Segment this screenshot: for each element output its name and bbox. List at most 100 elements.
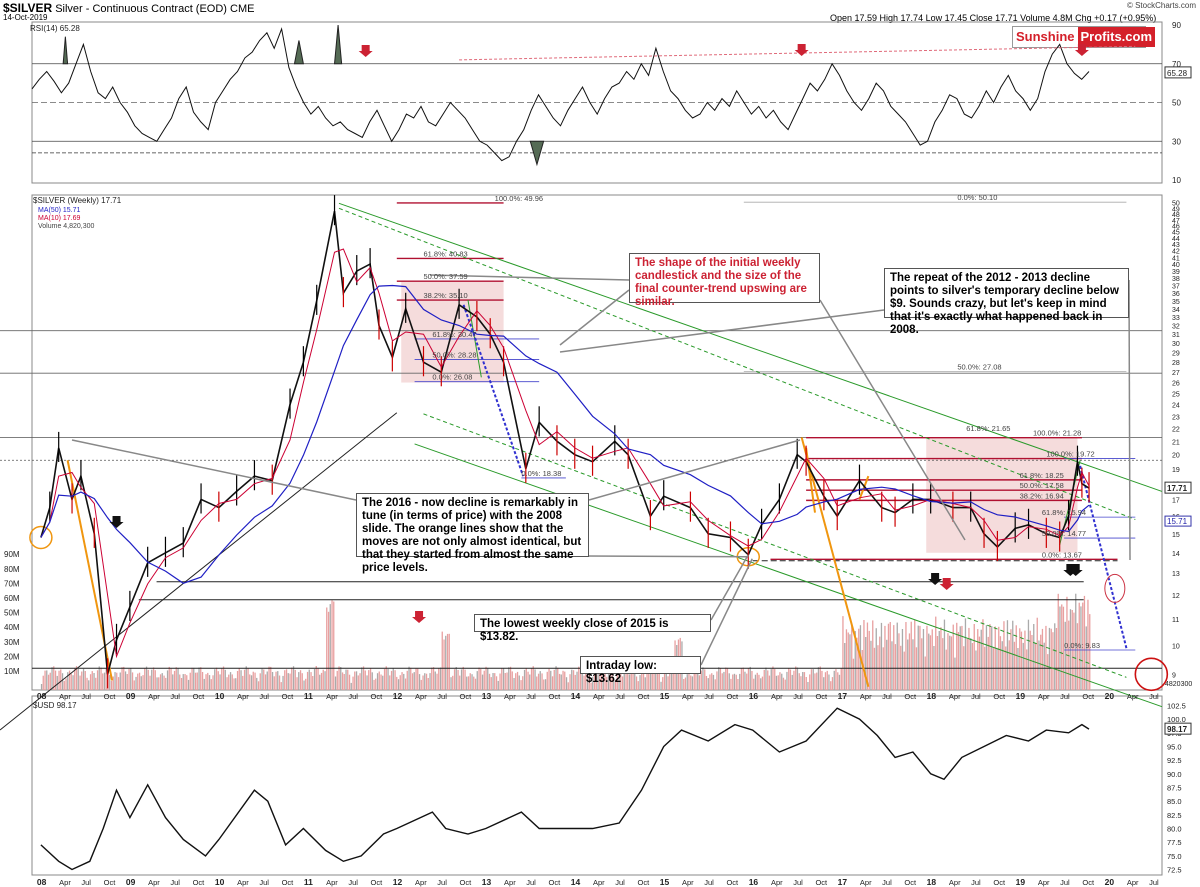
volume-bar <box>264 674 267 690</box>
rsi-badge-box <box>1164 66 1192 79</box>
x-label-usd-3: Oct <box>104 878 117 887</box>
volume-bar <box>879 636 881 690</box>
volume-bar <box>338 666 340 690</box>
volume-bar <box>903 651 905 690</box>
volume-bar <box>768 675 771 690</box>
volume-bar <box>873 647 876 690</box>
volume-bar <box>124 671 127 690</box>
volume-bar <box>74 668 76 690</box>
x-label-usd-30: Jul <box>704 878 714 887</box>
volume-bar <box>320 672 323 690</box>
volume-bar <box>296 677 298 690</box>
volume-bar <box>448 633 450 690</box>
axis-labels: 10 30 50 70 90 65.28 10M 20M 30M 40M 50M 60M 70M 80M 9… <box>4 21 1192 887</box>
volume-bar <box>1017 648 1019 690</box>
volume-bar <box>767 670 769 690</box>
volume-bar <box>572 670 575 690</box>
volume-bar <box>961 625 963 690</box>
usd-tick-92.5: 92.5 <box>1167 756 1182 765</box>
x-label-usd-12: 11 <box>304 877 313 887</box>
volume-bar <box>718 667 720 690</box>
price-tick-20: 20 <box>1172 453 1180 460</box>
volume-bar <box>1010 629 1012 690</box>
price-tick-25: 25 <box>1172 391 1180 398</box>
volume-bar <box>548 668 550 690</box>
volume-bar <box>1048 627 1051 690</box>
price-tick-46: 46 <box>1172 224 1180 231</box>
volume-bar <box>1047 654 1049 690</box>
volume-bar <box>89 674 92 690</box>
volume-bar <box>1075 593 1077 690</box>
volume-bar <box>450 677 452 690</box>
price-arrow-2012 <box>412 611 427 623</box>
volume-bar <box>420 679 422 690</box>
volume-bar <box>329 604 331 690</box>
volume-bar <box>1059 606 1061 690</box>
volume-bar <box>191 667 193 690</box>
volume-bar <box>54 670 57 690</box>
volume-bar <box>898 633 900 690</box>
volume-bar <box>82 668 85 690</box>
volume-bar <box>186 675 188 690</box>
volume-bar <box>1001 641 1003 690</box>
volume-bar <box>263 669 265 690</box>
fib-label-17: 50.0%: 14.77 <box>1042 529 1086 538</box>
volume-bar <box>620 672 622 690</box>
x-label-usd-38: Jul <box>882 878 892 887</box>
volume-bar <box>520 680 522 690</box>
vol-tick-80M: 80M <box>4 565 20 574</box>
volume-bar <box>551 676 554 690</box>
volume-bar <box>579 666 582 690</box>
volume-bar <box>366 675 368 690</box>
volume-bar <box>58 670 60 690</box>
volume-bar <box>75 666 78 690</box>
volume-bar <box>396 676 398 690</box>
x-label-usd-40: 18 <box>927 877 937 887</box>
usd-line <box>40 707 1090 871</box>
volume-bar <box>919 625 921 690</box>
volume-bar <box>135 676 137 690</box>
volume-bar <box>294 669 296 690</box>
volume-bar <box>72 675 74 690</box>
volume-bar <box>467 676 470 690</box>
volume-bar <box>739 673 741 690</box>
volume-bar <box>709 674 711 690</box>
volume-bar <box>455 667 457 690</box>
leader-lowest-close <box>710 554 749 621</box>
volume-bar <box>495 676 498 690</box>
orange-line-1 <box>800 437 870 688</box>
leader-shape-a <box>429 274 630 281</box>
volume-bar <box>436 673 438 690</box>
volume-bar <box>814 673 816 690</box>
x-label-usd-21: Apr <box>504 878 516 887</box>
price-tick-47: 47 <box>1172 218 1180 225</box>
volume-bar <box>112 676 114 690</box>
volume-bar <box>196 672 198 690</box>
volume-bar <box>348 674 351 690</box>
x-label-usd-17: Apr <box>415 878 427 887</box>
volume-bar <box>599 673 601 690</box>
volume-bar <box>42 675 44 690</box>
volume-bar <box>324 671 326 690</box>
volume-bar <box>123 666 125 690</box>
volume-bar <box>284 670 286 690</box>
volume-bar <box>525 668 527 690</box>
volume-bar <box>670 667 673 690</box>
volume-bar <box>142 675 144 690</box>
volume-bar <box>688 672 690 690</box>
volume-bar <box>392 668 394 690</box>
long-uptrend-line <box>0 412 398 731</box>
price-tick-23: 23 <box>1172 414 1180 421</box>
volume-bar <box>226 677 228 690</box>
fib-label-7: 0.0%: 18.38 <box>521 469 561 478</box>
vol-tick-40M: 40M <box>4 623 20 632</box>
quote-line: Open 17.59 High 17.74 Low 17.45 Close 17… <box>830 13 1157 23</box>
vol-badge: 4820300 <box>1165 681 1192 688</box>
price-arrow-2018b <box>939 578 954 590</box>
projection-2013 <box>462 304 525 477</box>
intraday-low-note: Intraday low: $13.62 <box>580 656 701 685</box>
x-label-usd-45: Apr <box>1038 878 1050 887</box>
volume-bar <box>214 669 216 690</box>
volume-bar <box>747 668 750 690</box>
volume-bar <box>389 675 391 690</box>
